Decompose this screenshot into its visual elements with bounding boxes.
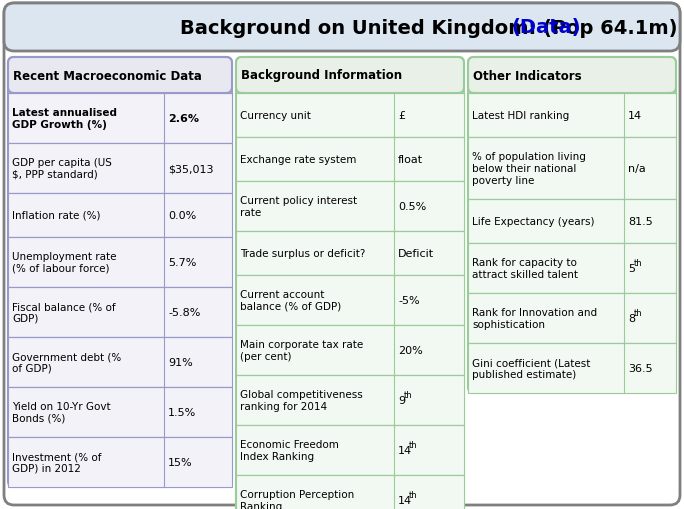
- Text: 1.5%: 1.5%: [168, 407, 196, 417]
- Bar: [8, 144, 232, 193]
- Text: Gini coefficient (Latest
published estimate): Gini coefficient (Latest published estim…: [472, 357, 590, 379]
- Text: th: th: [633, 309, 642, 318]
- FancyBboxPatch shape: [236, 58, 464, 509]
- Bar: [236, 138, 464, 182]
- Bar: [468, 94, 676, 138]
- Text: Recent Macroeconomic Data: Recent Macroeconomic Data: [13, 69, 202, 82]
- Text: 2.6%: 2.6%: [168, 114, 199, 124]
- Bar: [468, 138, 676, 200]
- Bar: [8, 238, 232, 288]
- Text: Global competitiveness
ranking for 2014: Global competitiveness ranking for 2014: [240, 389, 363, 411]
- Text: -5%: -5%: [398, 295, 419, 305]
- Text: Life Expectancy (years): Life Expectancy (years): [472, 216, 594, 227]
- Text: $35,013: $35,013: [168, 164, 213, 174]
- Bar: [236, 325, 464, 375]
- FancyBboxPatch shape: [468, 58, 676, 94]
- Bar: [236, 182, 464, 232]
- Bar: [8, 387, 232, 437]
- Text: 36.5: 36.5: [628, 363, 653, 373]
- FancyBboxPatch shape: [4, 4, 680, 505]
- Text: Latest annualised
GDP Growth (%): Latest annualised GDP Growth (%): [12, 108, 117, 130]
- Text: 81.5: 81.5: [628, 216, 653, 227]
- FancyBboxPatch shape: [8, 58, 232, 94]
- Text: float: float: [398, 155, 423, 165]
- Text: th: th: [633, 259, 642, 268]
- Text: 8: 8: [628, 314, 635, 323]
- Text: 0.0%: 0.0%: [168, 211, 196, 220]
- Text: 91%: 91%: [168, 357, 193, 367]
- Bar: [236, 425, 464, 475]
- Text: 9: 9: [398, 395, 405, 405]
- Text: th: th: [409, 491, 418, 499]
- Bar: [8, 94, 232, 144]
- Text: th: th: [409, 441, 418, 449]
- Bar: [468, 200, 676, 243]
- Text: Current policy interest
rate: Current policy interest rate: [240, 196, 357, 217]
- Text: % of population living
below their national
poverty line: % of population living below their natio…: [472, 152, 586, 185]
- Text: Background Information: Background Information: [241, 69, 402, 82]
- Bar: [236, 94, 464, 138]
- Bar: [8, 193, 232, 238]
- Text: -5.8%: -5.8%: [168, 307, 200, 318]
- Bar: [468, 293, 676, 344]
- FancyBboxPatch shape: [4, 4, 680, 52]
- Text: Yield on 10-Yr Govt
Bonds (%): Yield on 10-Yr Govt Bonds (%): [12, 402, 111, 423]
- Text: Corruption Perception
Ranking: Corruption Perception Ranking: [240, 489, 354, 509]
- Text: Deficit: Deficit: [398, 248, 434, 259]
- Bar: [468, 243, 676, 293]
- Text: 5.7%: 5.7%: [168, 258, 196, 267]
- Bar: [8, 288, 232, 337]
- Text: 20%: 20%: [398, 345, 423, 355]
- Text: Investment (% of
GDP) in 2012: Investment (% of GDP) in 2012: [12, 451, 101, 473]
- Text: Inflation rate (%): Inflation rate (%): [12, 211, 101, 220]
- Text: 15%: 15%: [168, 457, 193, 467]
- Text: Rank for Innovation and
sophistication: Rank for Innovation and sophistication: [472, 307, 597, 329]
- Text: 14: 14: [628, 111, 642, 121]
- Text: Government debt (%
of GDP): Government debt (% of GDP): [12, 352, 121, 373]
- Text: Other Indicators: Other Indicators: [473, 69, 581, 82]
- Text: GDP per capita (US
$, PPP standard): GDP per capita (US $, PPP standard): [12, 158, 112, 180]
- Text: 14: 14: [398, 495, 412, 505]
- Bar: [468, 344, 676, 393]
- Text: Main corporate tax rate
(per cent): Main corporate tax rate (per cent): [240, 340, 363, 361]
- FancyBboxPatch shape: [236, 58, 464, 94]
- Text: 0.5%: 0.5%: [398, 202, 426, 212]
- Text: Unemployment rate
(% of labour force): Unemployment rate (% of labour force): [12, 252, 116, 273]
- Bar: [236, 475, 464, 509]
- Text: Latest HDI ranking: Latest HDI ranking: [472, 111, 569, 121]
- Bar: [236, 232, 464, 275]
- Text: Rank for capacity to
attract skilled talent: Rank for capacity to attract skilled tal…: [472, 258, 578, 279]
- Text: 5: 5: [628, 264, 635, 273]
- Bar: [236, 275, 464, 325]
- Text: 14: 14: [398, 445, 412, 455]
- FancyBboxPatch shape: [8, 58, 232, 487]
- Text: n/a: n/a: [628, 164, 646, 174]
- Text: th: th: [404, 391, 412, 400]
- Bar: [8, 437, 232, 487]
- Text: Trade surplus or deficit?: Trade surplus or deficit?: [240, 248, 365, 259]
- Text: Currency unit: Currency unit: [240, 111, 311, 121]
- Text: Background on United Kingdom: (Pop 64.1m): Background on United Kingdom: (Pop 64.1m…: [180, 18, 684, 38]
- Text: Exchange rate system: Exchange rate system: [240, 155, 356, 165]
- FancyBboxPatch shape: [468, 58, 676, 393]
- Text: Fiscal balance (% of
GDP): Fiscal balance (% of GDP): [12, 302, 116, 323]
- Bar: [8, 337, 232, 387]
- Text: Economic Freedom
Index Ranking: Economic Freedom Index Ranking: [240, 439, 339, 461]
- Bar: [236, 375, 464, 425]
- Text: Current account
balance (% of GDP): Current account balance (% of GDP): [240, 290, 341, 311]
- Text: £: £: [398, 111, 405, 121]
- Text: (Data): (Data): [512, 18, 581, 38]
